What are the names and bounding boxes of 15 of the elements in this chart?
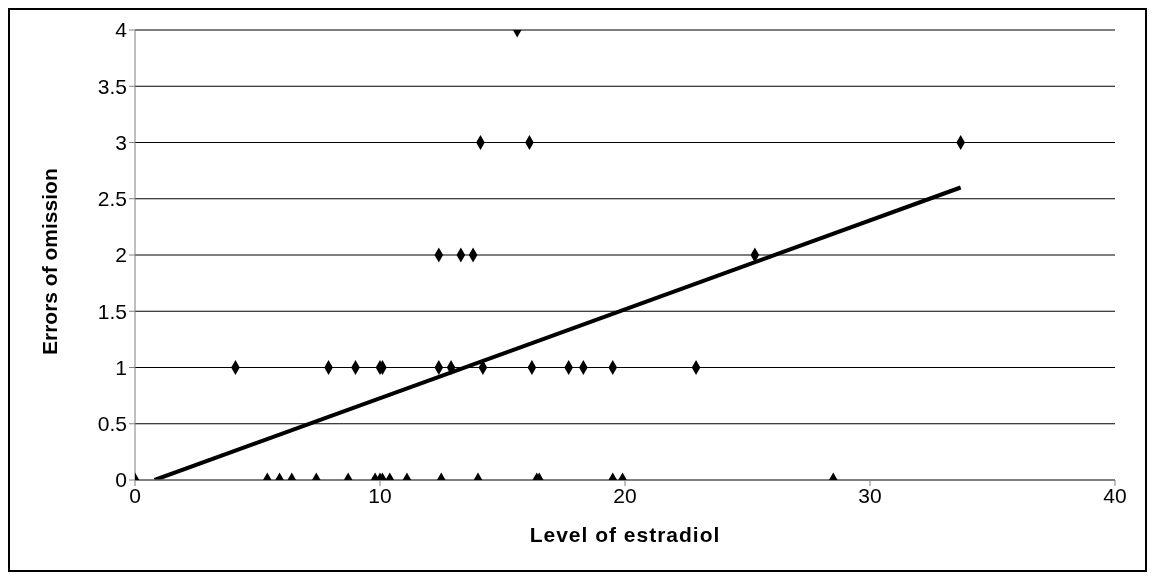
y-tick-label: 2 — [115, 243, 127, 267]
y-tick-label: 0 — [115, 468, 127, 492]
y-tick-label: 2.5 — [97, 187, 127, 211]
y-axis-title: Errors of omission — [38, 168, 62, 355]
x-axis-title: Level of estradiol — [529, 523, 721, 546]
y-tick-label: 3 — [115, 130, 127, 154]
y-tick-label: 3.5 — [97, 74, 127, 98]
x-tick-label: 30 — [858, 483, 882, 507]
x-tick-label: 40 — [1103, 483, 1127, 507]
y-tick-label: 1.5 — [97, 299, 127, 323]
y-tick-label: 4 — [115, 18, 128, 42]
y-tick-label: 1 — [115, 355, 127, 379]
x-tick-label: 10 — [368, 483, 392, 507]
x-tick-label: 20 — [613, 483, 637, 507]
y-tick-label: 0.5 — [97, 412, 127, 436]
